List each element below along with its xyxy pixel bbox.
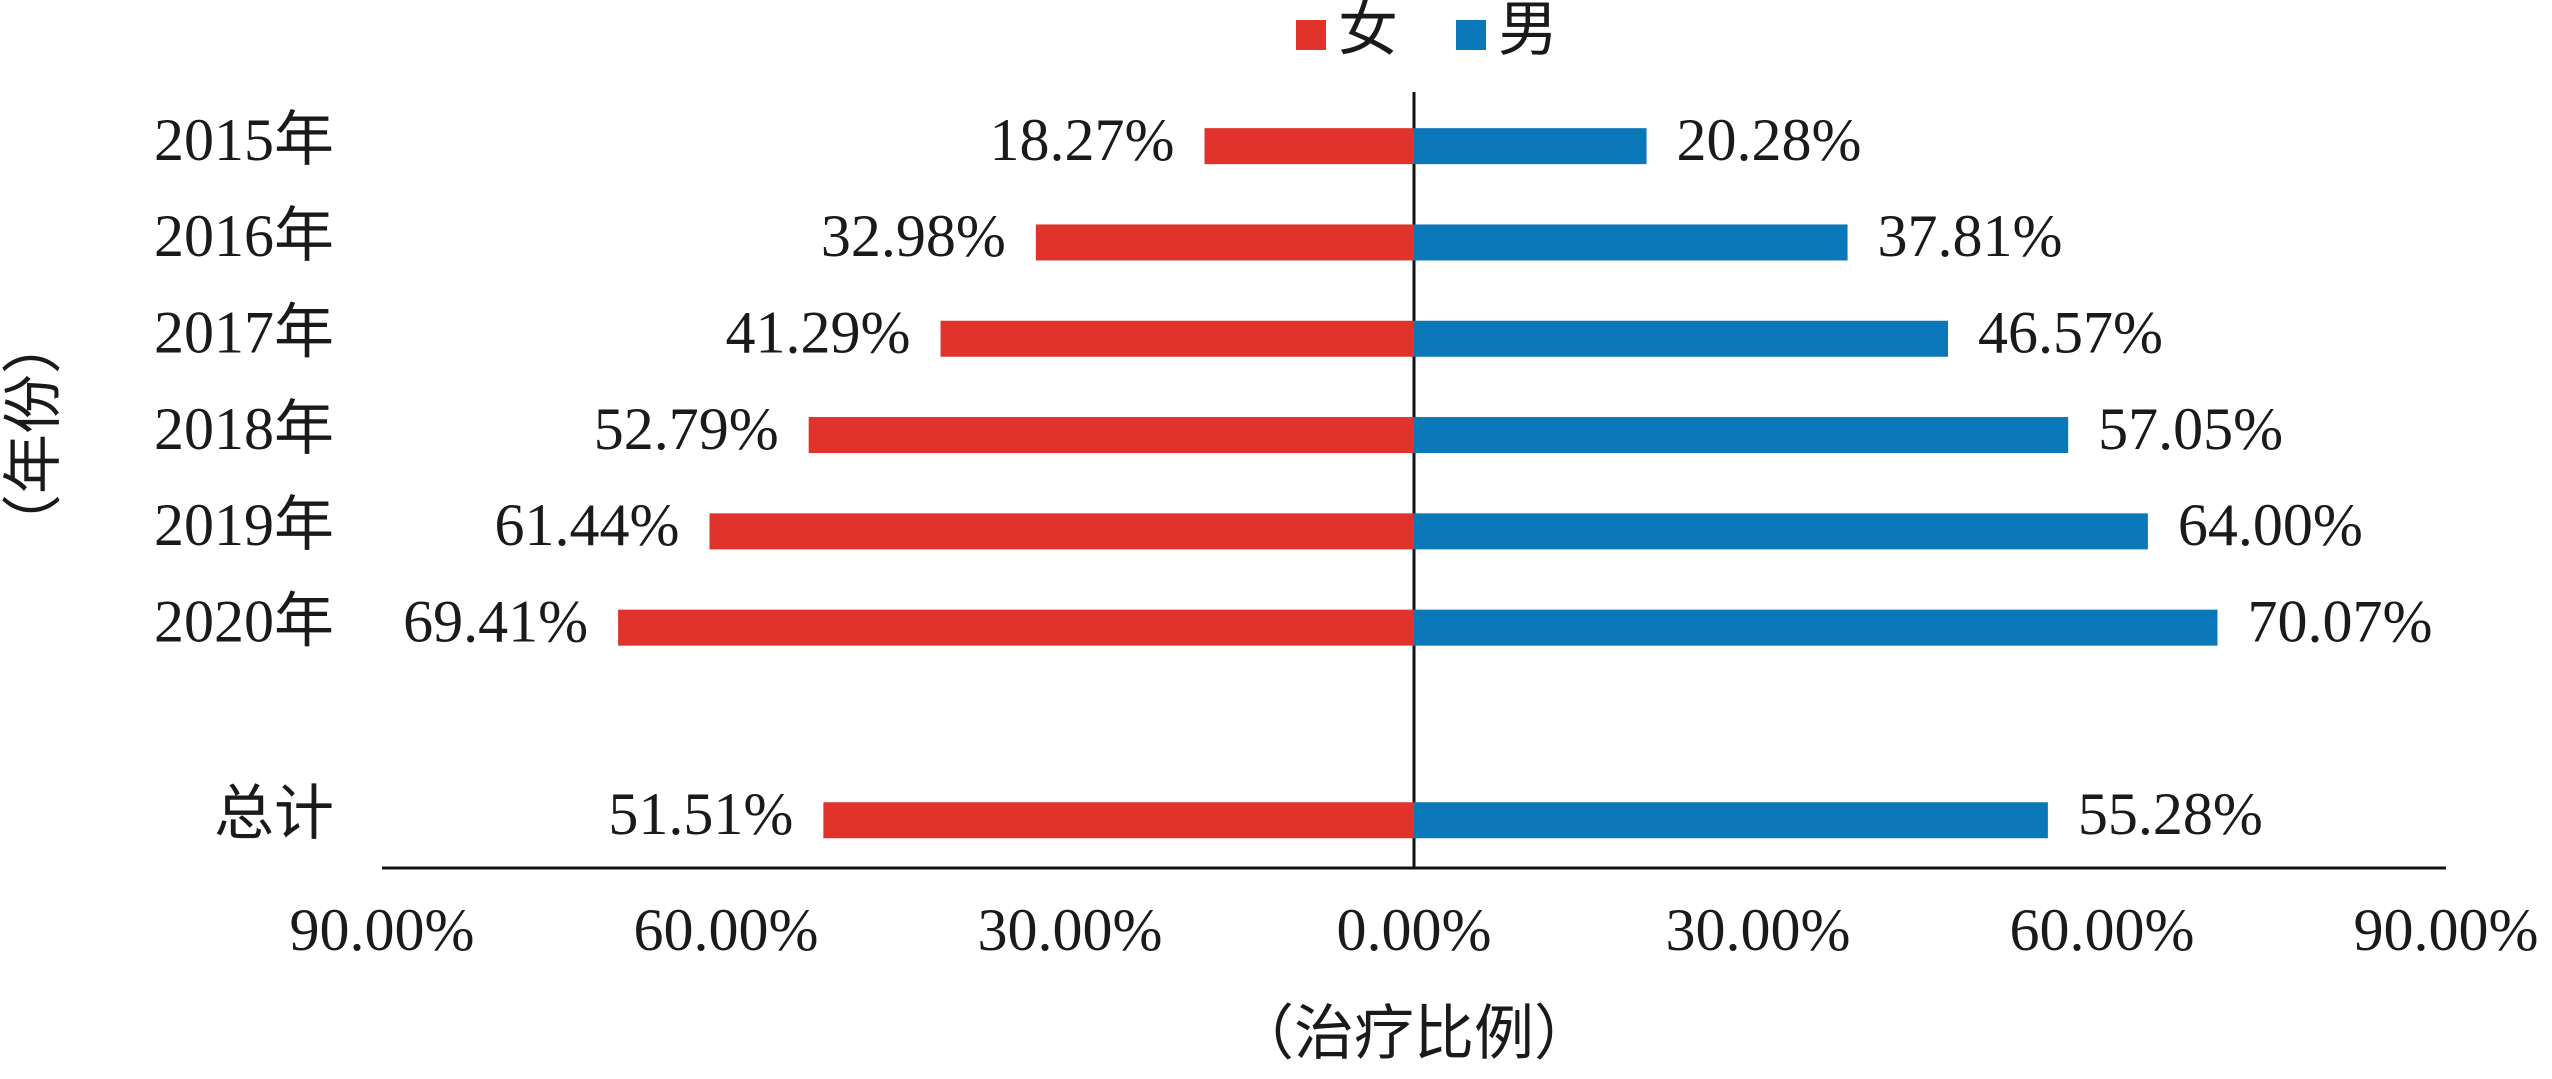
value-label: 46.57% <box>1978 300 2163 366</box>
x-tick-label: 60.00% <box>634 897 819 963</box>
bar <box>823 802 1414 839</box>
bar <box>1414 224 1848 261</box>
x-tick-label: 0.00% <box>1337 897 1492 963</box>
value-label: 37.81% <box>1878 203 2063 269</box>
x-axis-title: （治疗比例） <box>1234 1001 1594 1067</box>
bar <box>1414 320 1949 357</box>
y-tick-label: 2016年 <box>154 203 334 269</box>
bar <box>1414 417 2069 454</box>
value-label: 61.44% <box>495 492 680 558</box>
y-tick-label: 2019年 <box>154 492 334 558</box>
value-label: 70.07% <box>2247 588 2432 654</box>
value-label: 52.79% <box>594 396 779 462</box>
x-tick-label: 90.00% <box>290 897 475 963</box>
bar <box>1414 128 1647 165</box>
value-label: 69.41% <box>403 588 588 654</box>
y-axis-title: （年份） <box>1 314 67 554</box>
x-tick-label: 30.00% <box>978 897 1163 963</box>
x-tick-label: 90.00% <box>2354 897 2539 963</box>
bar <box>1204 128 1414 165</box>
y-tick-label: 2017年 <box>154 300 334 366</box>
legend-swatch <box>1296 20 1326 50</box>
bar <box>1414 609 2218 646</box>
bar <box>1414 802 2048 839</box>
y-tick-label: 2015年 <box>154 107 334 173</box>
value-label: 57.05% <box>2098 396 2283 462</box>
value-label: 32.98% <box>821 203 1006 269</box>
value-label: 64.00% <box>2178 492 2363 558</box>
y-tick-label: 2018年 <box>154 396 334 462</box>
legend-swatch <box>1456 20 1486 50</box>
bar <box>940 320 1414 357</box>
x-tick-label: 30.00% <box>1666 897 1851 963</box>
y-tick-label: 2020年 <box>154 588 334 654</box>
value-label: 18.27% <box>990 107 1175 173</box>
value-label: 20.28% <box>1677 107 1862 173</box>
bar <box>808 417 1414 454</box>
value-label: 55.28% <box>2078 781 2263 847</box>
value-label: 41.29% <box>726 300 911 366</box>
value-label: 51.51% <box>608 781 793 847</box>
bar <box>618 609 1414 646</box>
bar <box>1035 224 1414 261</box>
legend-label: 男 <box>1498 0 1558 63</box>
y-tick-label: 总计 <box>214 781 334 847</box>
x-tick-label: 60.00% <box>2010 897 2195 963</box>
bar <box>1414 513 2148 550</box>
legend-label: 女 <box>1338 0 1398 63</box>
bar <box>709 513 1414 550</box>
